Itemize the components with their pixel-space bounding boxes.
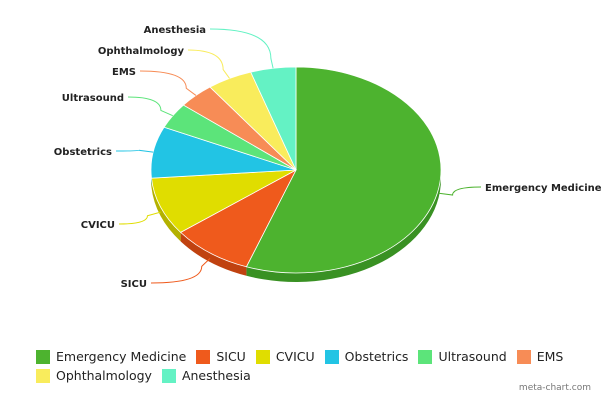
legend-item-ems: EMS: [516, 349, 564, 364]
legend-swatch: [196, 349, 211, 364]
slice-labels: Emergency Medicine SICU CVICU Obstetrics Ult…: [54, 25, 601, 290]
leader-line-ems: [139, 70, 197, 96]
slice-side-emergency-medicine: [246, 170, 441, 282]
legend-item-obstetrics: Obstetrics: [324, 349, 409, 364]
slice-emergency-medicine: [245, 66, 442, 274]
legend: Emergency Medicine SICU CVICU Obstetrics…: [36, 347, 576, 385]
slice-side-cvicu: [151, 178, 181, 242]
slice-anesthesia: [250, 66, 297, 171]
legend-swatch: [36, 349, 50, 364]
slice-cvicu: [151, 169, 297, 233]
slice-label-anesthesia: Anesthesia: [144, 25, 206, 36]
legend-swatch: [324, 349, 339, 364]
legend-label: CVICU: [275, 349, 315, 364]
legend-row: Ophthalmology Anesthesia: [36, 366, 576, 385]
legend-item-cvicu: CVICU: [255, 349, 315, 364]
legend-label: Ophthalmology: [56, 368, 152, 383]
legend-label: SICU: [216, 349, 246, 364]
legend-label: Emergency Medicine: [56, 349, 187, 364]
watermark: meta-chart.com: [518, 383, 591, 393]
pie-slices: [150, 66, 442, 274]
slice-label-obstetrics: Obstetrics: [54, 147, 112, 158]
legend-label: Ultrasound: [438, 349, 507, 364]
legend-item-ophthalmology: Ophthalmology: [36, 368, 152, 383]
leader-line-obstetrics: [115, 149, 154, 153]
leader-line-cvicu: [118, 211, 161, 225]
legend-item-emergency-medicine: Emergency Medicine: [36, 349, 186, 364]
legend-swatch: [161, 368, 176, 383]
leader-line-anesthesia: [209, 28, 274, 69]
legend-item-ultrasound: Ultrasound: [418, 349, 507, 364]
slice-label-ems: EMS: [112, 67, 136, 78]
leader-line-ultrasound: [127, 96, 173, 117]
legend-label: Anesthesia: [181, 368, 251, 383]
legend-swatch: [255, 349, 270, 364]
slice-side-sicu: [180, 232, 247, 276]
slice-label-emergency-medicine: Emergency Medicine: [485, 183, 601, 194]
slice-sicu: [179, 169, 297, 268]
legend-label: Obstetrics: [344, 349, 409, 364]
slice-label-sicu: SICU: [121, 279, 147, 290]
slice-label-ultrasound: Ultrasound: [62, 93, 124, 104]
legend-swatch: [36, 368, 50, 383]
legend-swatch: [516, 349, 531, 364]
legend-swatch: [418, 349, 433, 364]
leader-line-sicu: [150, 257, 211, 284]
legend-label: EMS: [536, 349, 564, 364]
leader-line-emergency-medicine: [438, 186, 482, 196]
legend-item-anesthesia: Anesthesia: [161, 368, 251, 383]
slice-label-ophthalmology: Ophthalmology: [98, 46, 185, 57]
legend-row: Emergency Medicine SICU CVICU Obstetrics…: [36, 347, 576, 366]
legend-item-sicu: SICU: [196, 349, 246, 364]
leader-line-ophthalmology: [187, 49, 230, 79]
slice-label-cvicu: CVICU: [81, 220, 115, 231]
